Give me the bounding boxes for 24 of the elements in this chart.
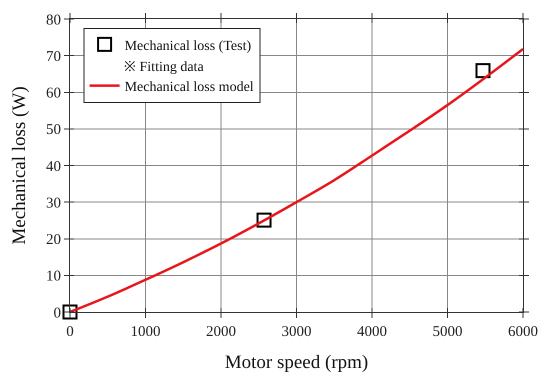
x-tick-label: 5000 [432,324,462,340]
legend-label: Mechanical loss (Test) [124,38,252,54]
y-tick-label: 0 [54,305,61,322]
y-tick-label: 30 [46,195,61,212]
y-tick-label: 20 [46,232,61,248]
point [475,63,490,78]
point [62,304,78,320]
y-tick-label: 70 [46,48,61,65]
y-tick-label: 50 [46,122,61,138]
x-tick-label: 4000 [357,324,387,340]
y-tick-label: 40 [46,158,61,175]
y-tick-label: 60 [46,86,61,102]
x-tick-label: 2000 [206,324,236,340]
annotation: ※ Fitting data [124,60,204,75]
x-tick-label: 1000 [130,324,160,340]
y-tick-label: 80 [46,12,61,28]
x-tick-label: 6000 [508,324,538,340]
x-axis-title: Motor speed (rpm) [224,352,368,373]
y-axis-title: Mechanical loss (W) [8,86,30,245]
x-tick-label: 0 [66,324,74,340]
legend-label: Mechanical loss model [124,80,254,96]
y-tick-label: 10 [46,268,61,285]
x-tick-label: 3000 [282,324,312,340]
point [256,212,272,228]
